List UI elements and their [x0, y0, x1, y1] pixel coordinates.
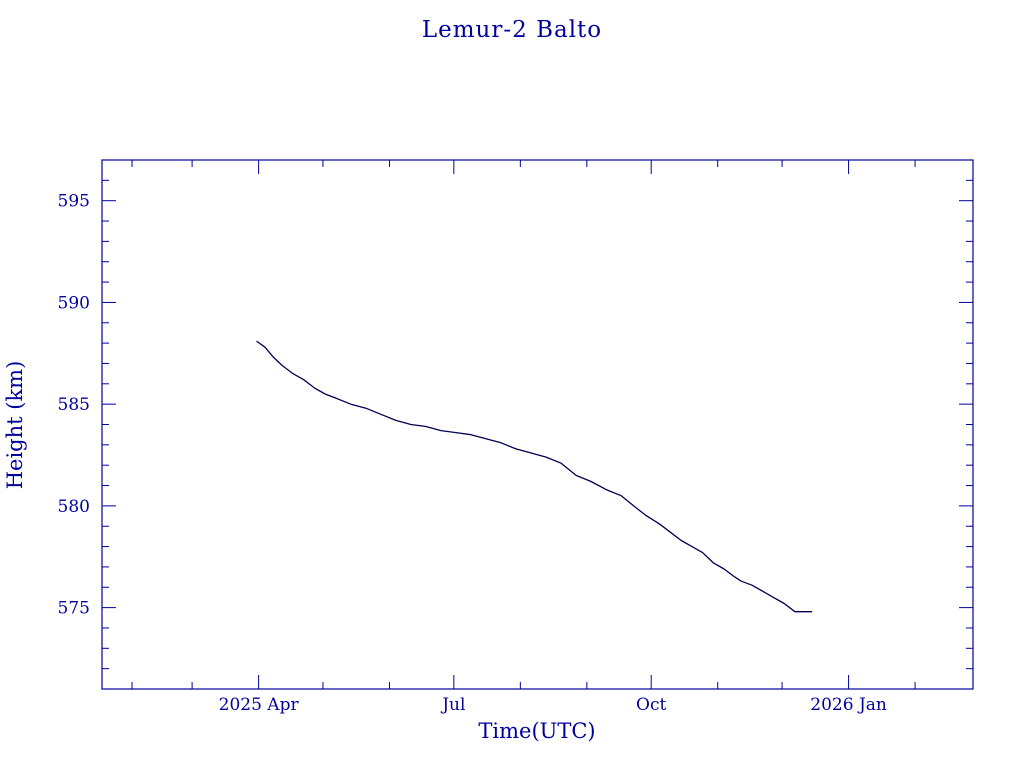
- x-axis-label: Time(UTC): [478, 719, 595, 743]
- y-axis-tick-labels: 575 580 585 590 595: [58, 192, 90, 619]
- x-tick-label: 2025 Apr: [219, 695, 300, 715]
- x-axis-tick-labels: 2025 Apr Jul Oct 2026 Jan: [219, 695, 887, 715]
- y-axis-label: Height (km): [3, 361, 27, 490]
- y-tick-label: 575: [58, 599, 90, 619]
- y-tick-label: 585: [58, 395, 90, 415]
- y-tick-label: 580: [58, 497, 90, 517]
- plot-frame: [101, 159, 974, 690]
- y-tick-label: 590: [58, 293, 90, 313]
- x-tick-label: Oct: [636, 695, 666, 715]
- x-tick-label: Jul: [440, 695, 465, 715]
- x-tick-label: 2026 Jan: [810, 695, 887, 715]
- y-axis-ticks: [102, 159, 973, 690]
- chart-title: Lemur-2 Balto: [422, 17, 602, 43]
- height-series-line: [256, 340, 813, 613]
- x-axis-ticks: [131, 160, 916, 689]
- y-tick-label: 595: [58, 192, 90, 212]
